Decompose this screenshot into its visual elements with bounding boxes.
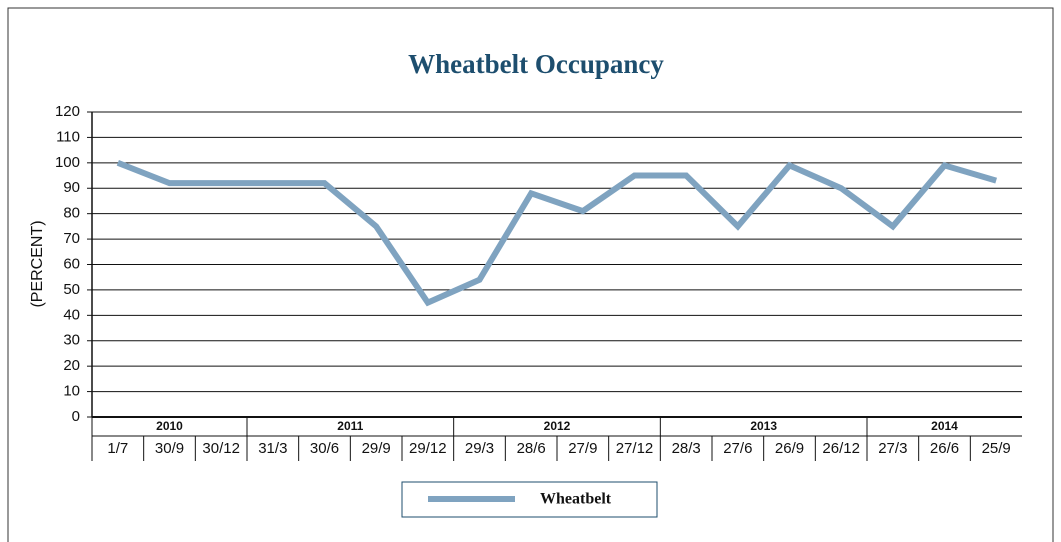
y-tick-label: 60	[63, 255, 80, 272]
x-tick-label: 26/12	[822, 440, 860, 457]
y-tick-label: 90	[63, 179, 80, 196]
x-tick-label: 30/12	[202, 440, 240, 457]
y-tick-label: 40	[63, 306, 80, 323]
y-tick-label: 30	[63, 332, 80, 349]
x-group-label: 2010	[156, 419, 183, 433]
y-tick-label: 110	[56, 128, 80, 145]
frame	[7, 7, 1054, 542]
x-group-label: 2011	[337, 419, 363, 433]
x-tick-label: 30/6	[310, 440, 339, 457]
y-tick-label: 100	[55, 154, 80, 171]
series-line	[116, 160, 998, 307]
x-group-label: 2014	[931, 419, 958, 433]
x-tick-label: 29/3	[465, 440, 494, 457]
x-tick-label: 27/6	[723, 440, 752, 457]
chart-title: Wheatbelt Occupancy	[408, 49, 664, 79]
x-tick-label: 30/9	[155, 440, 184, 457]
x-tick-label: 25/9	[982, 440, 1011, 457]
x-tick-label: 31/3	[258, 440, 287, 457]
x-tick-label: 27/12	[616, 440, 654, 457]
x-tick-label: 26/6	[930, 440, 959, 457]
x-tick-label: 27/9	[568, 440, 597, 457]
x-tick-label: 26/9	[775, 440, 804, 457]
x-tick-label: 1/7	[107, 440, 128, 457]
x-tick-label: 28/3	[672, 440, 701, 457]
x-tick-label: 29/12	[409, 440, 447, 457]
y-tick-label: 70	[63, 230, 80, 247]
y-tick-label: 20	[63, 357, 80, 374]
y-tick-label: 80	[63, 205, 80, 222]
x-tick-label: 28/6	[517, 440, 546, 457]
y-axis-label: (PERCENT)	[29, 220, 46, 307]
x-group-label: 2012	[544, 419, 571, 433]
y-tick-label: 10	[63, 383, 80, 400]
y-tick-label: 50	[63, 281, 80, 298]
x-group-label: 2013	[750, 419, 777, 433]
y-tick-label: 120	[55, 103, 80, 120]
x-tick-label: 27/3	[878, 440, 907, 457]
x-tick-label: 29/9	[362, 440, 391, 457]
y-tick-label: 0	[72, 408, 80, 425]
legend-label: Wheatbelt	[540, 491, 612, 508]
